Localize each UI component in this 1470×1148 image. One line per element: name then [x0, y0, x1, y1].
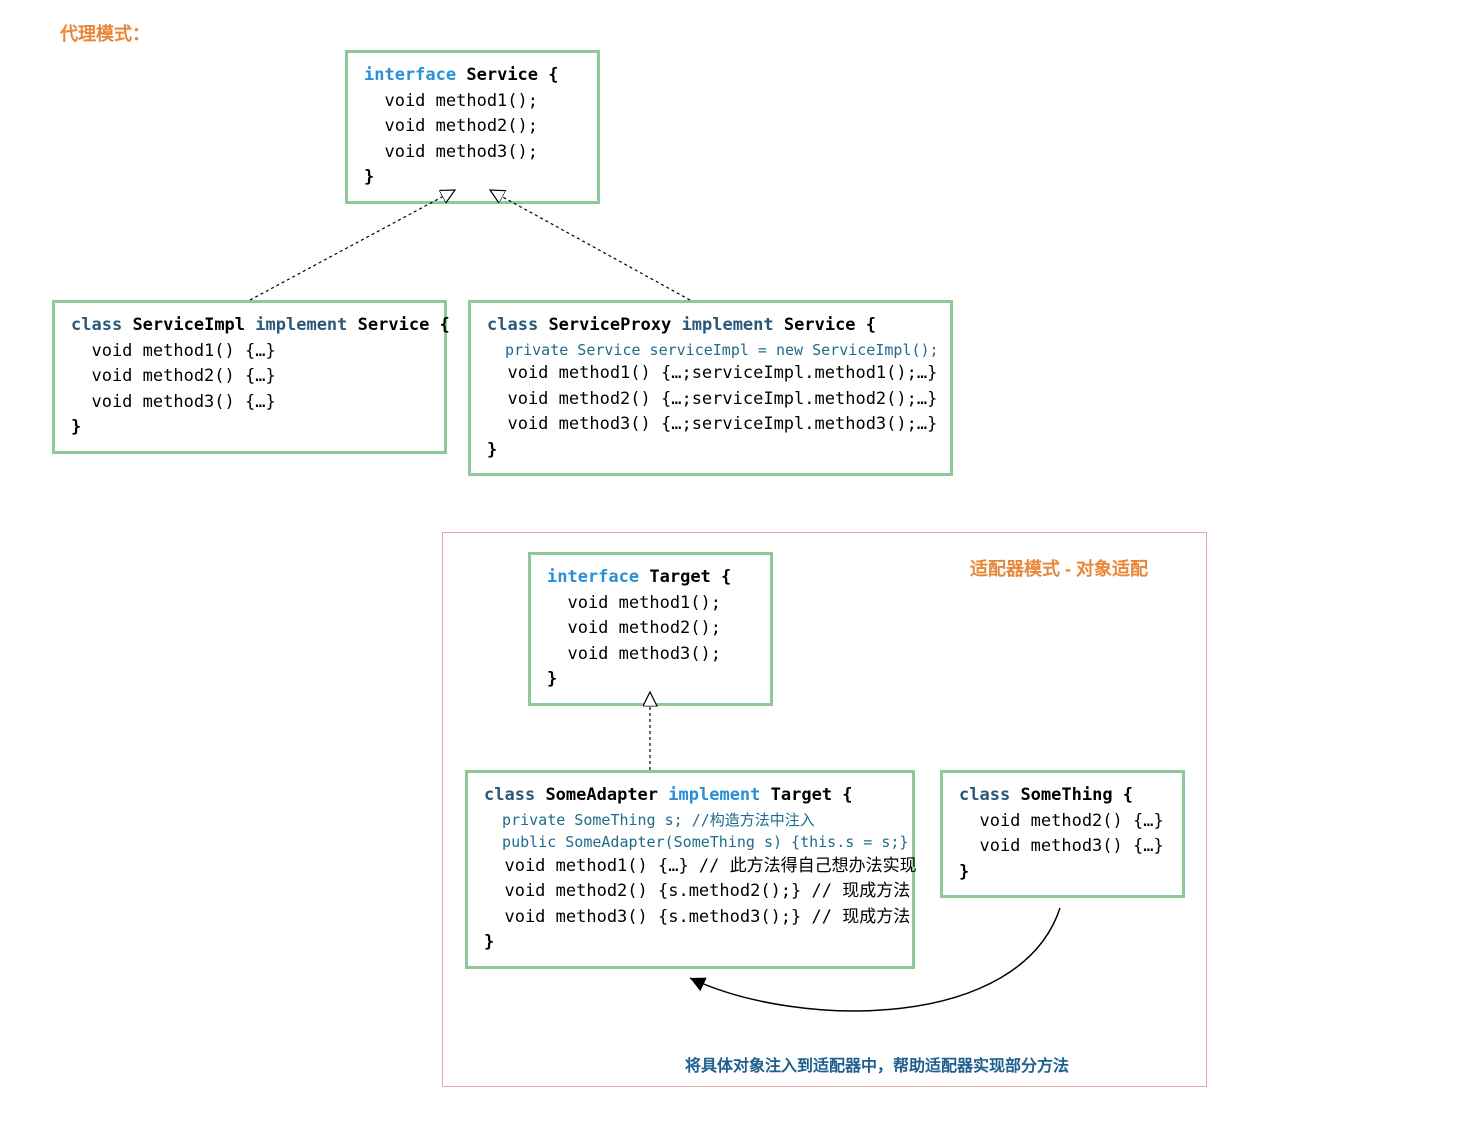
decl: class ServiceImpl implement Service {: [71, 313, 428, 339]
service-proxy-box: class ServiceProxy implement Service { p…: [468, 300, 953, 476]
arrow-impl-to-service: [250, 190, 455, 300]
line: void method3();: [547, 642, 754, 668]
decl: interface Target {: [547, 565, 754, 591]
private-line: private SomeThing s; //构造方法中注入: [484, 809, 896, 832]
close: }: [487, 438, 934, 464]
private-line: private Service serviceImpl = new Servic…: [487, 339, 934, 362]
service-impl-box: class ServiceImpl implement Service { vo…: [52, 300, 447, 454]
target-interface-box: interface Target { void method1(); void …: [528, 552, 773, 706]
decl: interface Service {: [364, 63, 581, 89]
public-line: public SomeAdapter(SomeThing s) {this.s …: [484, 831, 896, 854]
decl: class ServiceProxy implement Service {: [487, 313, 934, 339]
proxy-title: 代理模式：: [60, 20, 150, 46]
line: void method2() {…}: [71, 364, 428, 390]
decl: class SomeThing {: [959, 783, 1166, 809]
service-interface-box: interface Service { void method1(); void…: [345, 50, 600, 204]
line: void method1() {…;serviceImpl.method1();…: [487, 361, 934, 387]
line: void method1();: [547, 591, 754, 617]
something-box: class SomeThing { void method2() {…} voi…: [940, 770, 1185, 898]
line: void method3() {…}: [71, 390, 428, 416]
line: void method2() {s.method2();} // 现成方法: [484, 879, 896, 905]
close: }: [364, 165, 581, 191]
decl: class SomeAdapter implement Target {: [484, 783, 896, 809]
line: void method2();: [547, 616, 754, 642]
line: void method3() {s.method3();} // 现成方法: [484, 905, 896, 931]
close: }: [547, 667, 754, 693]
line: void method1() {…}: [71, 339, 428, 365]
close: }: [959, 860, 1166, 886]
arrow-proxy-to-service: [490, 190, 690, 300]
close: }: [71, 415, 428, 441]
line: void method3() {…}: [959, 834, 1166, 860]
adapter-footnote: 将具体对象注入到适配器中，帮助适配器实现部分方法: [685, 1052, 1069, 1076]
line: void method2() {…;serviceImpl.method2();…: [487, 387, 934, 413]
line: void method2() {…}: [959, 809, 1166, 835]
line: void method3() {…;serviceImpl.method3();…: [487, 412, 934, 438]
line: void method2();: [364, 114, 581, 140]
some-adapter-box: class SomeAdapter implement Target { pri…: [465, 770, 915, 969]
line: void method3();: [364, 140, 581, 166]
close: }: [484, 930, 896, 956]
adapter-section-title: 适配器模式 - 对象适配: [970, 555, 1148, 581]
line: void method1() {…} // 此方法得自己想办法实现: [484, 854, 896, 880]
line: void method1();: [364, 89, 581, 115]
